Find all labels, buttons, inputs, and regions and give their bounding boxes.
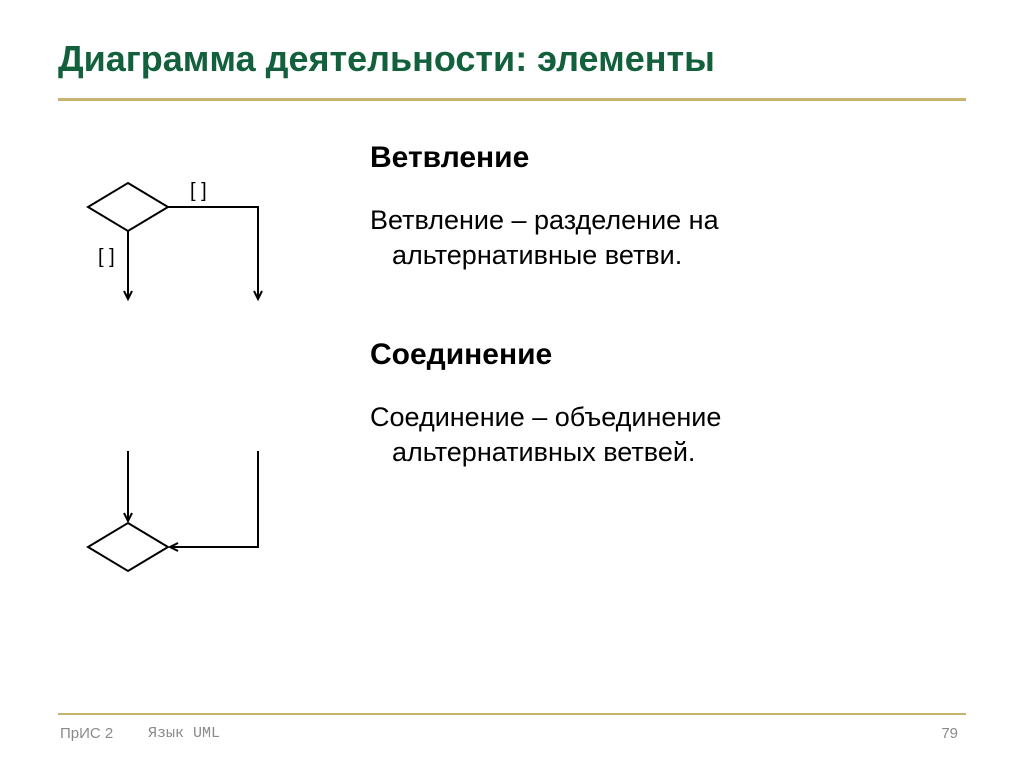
footer-divider — [58, 713, 966, 715]
text-column: Ветвление Ветвление – разделение на альт… — [370, 141, 930, 517]
merge-heading: Соединение — [370, 338, 930, 372]
page-number: 79 — [941, 725, 958, 742]
decision-node — [88, 183, 168, 231]
branch-edge-right-down — [168, 207, 258, 299]
page-title: Диаграмма деятельности: элементы — [58, 38, 966, 90]
branching-body: Ветвление – разделение на альтернативные… — [392, 203, 930, 272]
branching-heading: Ветвление — [370, 141, 930, 175]
guard-label-1: [ ] — [190, 180, 207, 202]
merge-body: Соединение – объединение альтернативных … — [392, 400, 930, 469]
content-area: [ ] [ ] Ветвление Ветвление – — [58, 101, 966, 661]
guard-label-2: [ ] — [98, 246, 115, 268]
merge-edge-right-in — [170, 451, 258, 547]
footer-left-1: ПрИС 2 — [60, 725, 113, 742]
merge-node — [88, 523, 168, 571]
footer: ПрИС 2 Язык UML 79 — [58, 725, 966, 747]
footer-left-2: Язык UML — [148, 725, 220, 742]
branching-diagram: [ ] [ ] — [68, 161, 298, 321]
merge-diagram — [68, 441, 298, 601]
